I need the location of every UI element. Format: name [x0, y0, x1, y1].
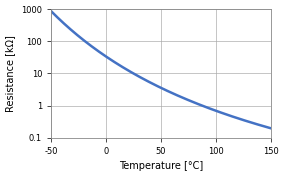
X-axis label: Temperature [°C]: Temperature [°C]	[119, 161, 203, 172]
Y-axis label: Resistance [kΩ]: Resistance [kΩ]	[6, 35, 16, 112]
